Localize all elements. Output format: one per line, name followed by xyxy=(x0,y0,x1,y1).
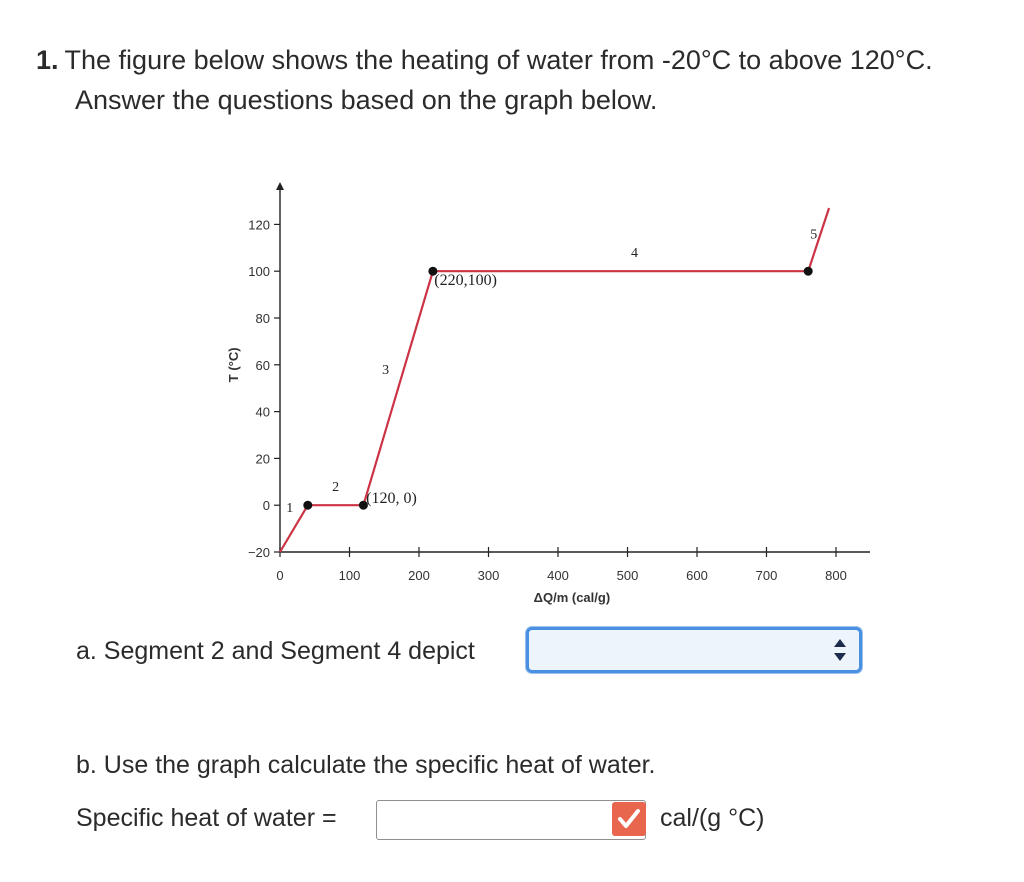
x-tick-label: 200 xyxy=(408,568,430,583)
specific-heat-label: Specific heat of water = xyxy=(76,804,337,832)
part-a-prompt: a. Segment 2 and Segment 4 depict xyxy=(76,637,475,665)
checkmark-icon xyxy=(618,809,640,828)
segment-label: 4 xyxy=(631,246,638,261)
x-tick-label: 500 xyxy=(617,568,639,583)
point-annotation: (120, 0) xyxy=(366,490,417,507)
x-axis-label: ΔQ/m (cal/g) xyxy=(534,590,611,605)
answer-check-badge xyxy=(612,802,646,836)
x-tick-label: 100 xyxy=(339,568,361,583)
y-tick-label: 20 xyxy=(256,451,270,466)
segment-label: 3 xyxy=(382,363,389,378)
question-line-1: The figure below shows the heating of wa… xyxy=(64,45,933,75)
segment-label: 5 xyxy=(810,227,817,242)
specific-heat-input[interactable] xyxy=(376,800,646,840)
y-axis-label: T (°C) xyxy=(226,347,241,382)
y-tick-label: 0 xyxy=(263,498,270,513)
y-tick-label: 60 xyxy=(256,358,270,373)
specific-heat-unit: cal/(g °C) xyxy=(660,804,765,832)
heating-curve-chart: 0 100 200 300 400 500 600 700 800 −20 0 20 40 60 80 100… xyxy=(226,182,870,605)
y-tick-label: −20 xyxy=(248,545,270,560)
x-tick-label: 600 xyxy=(686,568,708,583)
y-tick-label: 80 xyxy=(256,311,270,326)
y-axis-arrow-icon xyxy=(276,182,284,191)
question-text: 1. The figure below shows the heating of … xyxy=(36,40,996,120)
data-point xyxy=(303,500,313,510)
data-point xyxy=(803,266,813,276)
y-tick-label: 120 xyxy=(248,217,270,232)
dropdown-arrows-icon xyxy=(834,639,846,661)
x-tick-label: 800 xyxy=(825,568,847,583)
segment-label: 1 xyxy=(286,501,293,516)
segment-label: 2 xyxy=(332,480,339,495)
x-tick-label: 300 xyxy=(478,568,500,583)
y-tick-label: 40 xyxy=(256,405,270,420)
y-tick-label: 100 xyxy=(248,264,270,279)
heating-curve-line xyxy=(279,207,831,553)
data-point xyxy=(428,266,438,276)
data-point xyxy=(358,500,368,510)
x-tick-label: 700 xyxy=(756,568,778,583)
question-number: 1. xyxy=(36,45,59,75)
x-tick-label: 400 xyxy=(547,568,569,583)
part-b-prompt: b. Use the graph calculate the specific … xyxy=(76,751,656,779)
point-annotation: (220,100) xyxy=(434,272,497,289)
segment-answer-dropdown[interactable] xyxy=(526,627,862,673)
x-tick-label: 0 xyxy=(276,568,283,583)
question-line-2: Answer the questions based on the graph … xyxy=(75,85,658,115)
